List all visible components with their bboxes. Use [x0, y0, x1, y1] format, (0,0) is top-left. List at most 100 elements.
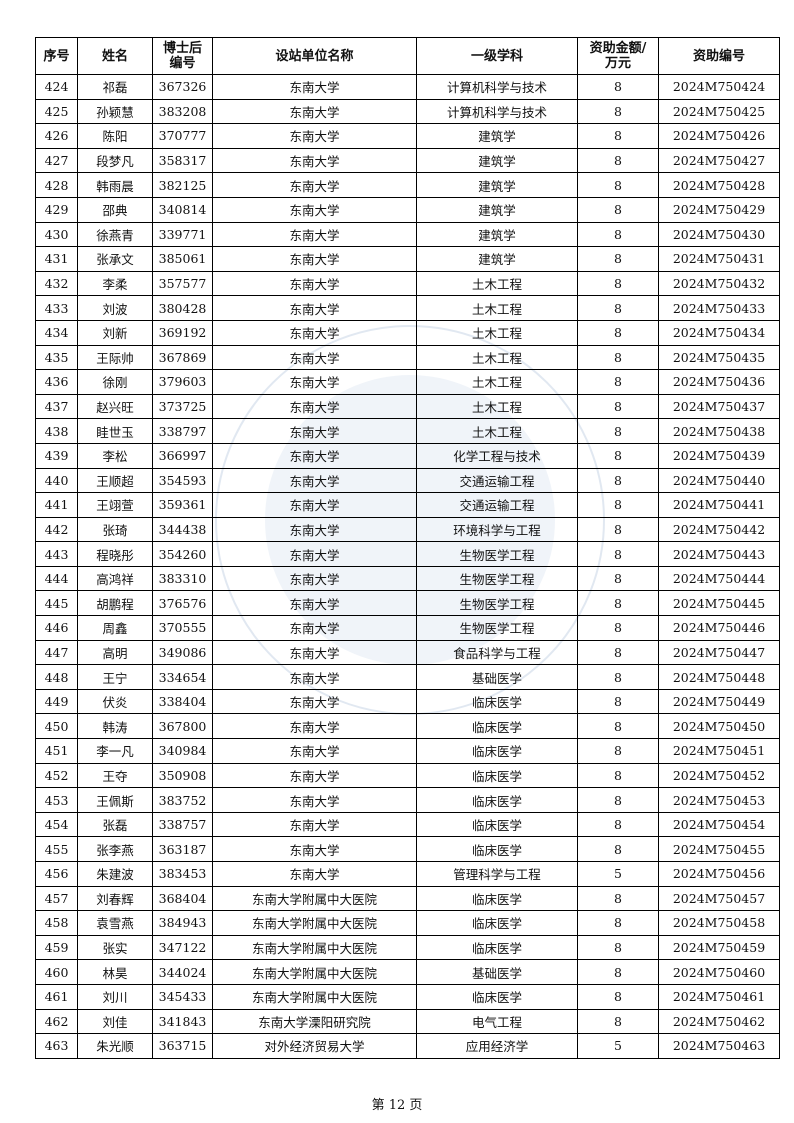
- name-cell: 张琦: [77, 516, 153, 543]
- discipline-cell: 临床医学: [416, 787, 578, 813]
- table-row: 433 刘波 380428 东南大学 土木工程 8 2024M750433: [35, 295, 780, 321]
- table-row: 456 朱建波 383453 东南大学 管理科学与工程 5 2024M750456: [35, 861, 780, 887]
- header-name: 姓名: [77, 37, 153, 75]
- institution-cell: 东南大学附属中大医院: [212, 959, 417, 985]
- postdoc-id-cell: 367326: [152, 74, 213, 100]
- page-number: 第 12 页: [371, 1098, 423, 1113]
- postdoc-id-cell: 367800: [152, 713, 213, 740]
- grant-id-cell: 2024M750454: [658, 811, 780, 838]
- postdoc-id-cell: 366997: [152, 442, 213, 469]
- postdoc-id-cell: 358317: [152, 147, 213, 174]
- name-cell: 王佩斯: [77, 787, 153, 813]
- institution-cell: 东南大学: [212, 836, 417, 862]
- index-cell: 452: [35, 762, 78, 789]
- discipline-cell: 土木工程: [416, 270, 578, 297]
- name-cell: 邵典: [77, 196, 153, 223]
- name-cell: 刘佳: [77, 1008, 153, 1035]
- table-row: 439 李松 366997 东南大学 化学工程与技术 8 2024M750439: [35, 442, 780, 469]
- table-row: 441 王翊萱 359361 东南大学 交通运输工程 8 2024M750441: [35, 492, 780, 518]
- index-cell: 450: [35, 713, 78, 740]
- amount-cell: 8: [577, 959, 659, 985]
- name-cell: 王翊萱: [77, 492, 153, 518]
- institution-cell: 东南大学: [212, 787, 417, 813]
- table-row: 434 刘新 369192 东南大学 土木工程 8 2024M750434: [35, 319, 780, 346]
- index-cell: 435: [35, 344, 78, 371]
- grant-id-cell: 2024M750445: [658, 590, 780, 617]
- amount-cell: 8: [577, 811, 659, 838]
- name-cell: 林昊: [77, 959, 153, 985]
- postdoc-id-cell: 334654: [152, 664, 213, 690]
- name-cell: 李一凡: [77, 738, 153, 764]
- institution-cell: 东南大学: [212, 516, 417, 543]
- institution-cell: 东南大学: [212, 615, 417, 641]
- table-row: 461 刘川 345433 东南大学附属中大医院 临床医学 8 2024M750461: [35, 983, 780, 1010]
- institution-cell: 东南大学附属中大医院: [212, 934, 417, 961]
- name-cell: 伏炎: [77, 688, 153, 715]
- postdoc-id-cell: 350908: [152, 762, 213, 789]
- table-row: 448 王宁 334654 东南大学 基础医学 8 2024M750448: [35, 664, 780, 690]
- grant-id-cell: 2024M750441: [658, 492, 780, 518]
- table-row: 428 韩雨晨 382125 东南大学 建筑学 8 2024M750428: [35, 172, 780, 198]
- index-cell: 437: [35, 393, 78, 420]
- index-cell: 458: [35, 910, 78, 936]
- amount-cell: 8: [577, 688, 659, 715]
- index-cell: 444: [35, 565, 78, 592]
- amount-cell: 8: [577, 295, 659, 321]
- grant-id-cell: 2024M750425: [658, 98, 780, 125]
- postdoc-id-cell: 369192: [152, 319, 213, 346]
- grant-id-cell: 2024M750453: [658, 787, 780, 813]
- index-cell: 462: [35, 1008, 78, 1035]
- amount-cell: 5: [577, 1033, 659, 1059]
- amount-cell: 8: [577, 196, 659, 223]
- index-cell: 429: [35, 196, 78, 223]
- institution-cell: 东南大学: [212, 246, 417, 272]
- name-cell: 王际帅: [77, 344, 153, 371]
- grant-id-cell: 2024M750458: [658, 910, 780, 936]
- postdoc-id-cell: 349086: [152, 639, 213, 666]
- header-postdoc-id: 博士后 编号: [152, 37, 213, 75]
- header-amount: 资助金额/ 万元: [577, 37, 659, 75]
- discipline-cell: 交通运输工程: [416, 492, 578, 518]
- institution-cell: 东南大学: [212, 172, 417, 198]
- discipline-cell: 环境科学与工程: [416, 516, 578, 543]
- name-cell: 段梦凡: [77, 147, 153, 174]
- institution-cell: 东南大学: [212, 565, 417, 592]
- grant-id-cell: 2024M750437: [658, 393, 780, 420]
- amount-cell: 8: [577, 762, 659, 789]
- name-cell: 胡鹏程: [77, 590, 153, 617]
- name-cell: 朱建波: [77, 861, 153, 887]
- amount-cell: 8: [577, 369, 659, 395]
- discipline-cell: 建筑学: [416, 172, 578, 198]
- header-institution: 设站单位名称: [212, 37, 417, 75]
- amount-cell: 8: [577, 246, 659, 272]
- grant-id-cell: 2024M750428: [658, 172, 780, 198]
- amount-cell: 8: [577, 147, 659, 174]
- amount-cell: 8: [577, 639, 659, 666]
- table-row: 429 邵典 340814 东南大学 建筑学 8 2024M750429: [35, 196, 780, 223]
- index-cell: 446: [35, 615, 78, 641]
- institution-cell: 东南大学溧阳研究院: [212, 1008, 417, 1035]
- institution-cell: 东南大学: [212, 861, 417, 887]
- amount-cell: 8: [577, 492, 659, 518]
- index-cell: 434: [35, 319, 78, 346]
- grant-id-cell: 2024M750426: [658, 123, 780, 149]
- name-cell: 徐燕青: [77, 221, 153, 248]
- institution-cell: 东南大学: [212, 123, 417, 149]
- table-row: 450 韩涛 367800 东南大学 临床医学 8 2024M750450: [35, 713, 780, 740]
- name-cell: 张承文: [77, 246, 153, 272]
- table-row: 430 徐燕青 339771 东南大学 建筑学 8 2024M750430: [35, 221, 780, 248]
- grant-id-cell: 2024M750432: [658, 270, 780, 297]
- index-cell: 463: [35, 1033, 78, 1059]
- index-cell: 427: [35, 147, 78, 174]
- name-cell: 韩涛: [77, 713, 153, 740]
- grant-id-cell: 2024M750461: [658, 983, 780, 1010]
- grant-id-cell: 2024M750429: [658, 196, 780, 223]
- postdoc-id-cell: 341843: [152, 1008, 213, 1035]
- postdoc-id-cell: 340984: [152, 738, 213, 764]
- name-cell: 刘波: [77, 295, 153, 321]
- postdoc-id-cell: 338757: [152, 811, 213, 838]
- index-cell: 439: [35, 442, 78, 469]
- discipline-cell: 基础医学: [416, 664, 578, 690]
- name-cell: 张实: [77, 934, 153, 961]
- amount-cell: 8: [577, 221, 659, 248]
